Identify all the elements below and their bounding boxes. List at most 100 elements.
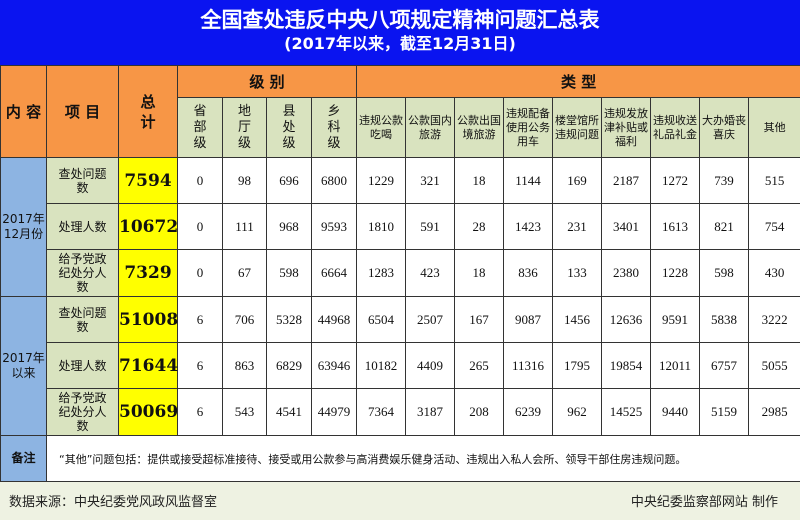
value-cell: 133 bbox=[552, 249, 603, 297]
value-cell: 67 bbox=[222, 249, 267, 297]
header-type: 违规配备使用公务用车 bbox=[503, 97, 554, 158]
value-cell: 0 bbox=[177, 203, 223, 250]
value-cell: 2985 bbox=[748, 388, 800, 436]
value-cell: 2380 bbox=[601, 249, 652, 297]
value-cell: 1272 bbox=[650, 157, 701, 204]
value-cell: 167 bbox=[454, 296, 505, 343]
row-total: 7594 bbox=[118, 157, 178, 204]
value-cell: 12011 bbox=[650, 342, 701, 389]
value-cell: 3187 bbox=[405, 388, 456, 436]
value-cell: 0 bbox=[177, 249, 223, 297]
value-cell: 754 bbox=[748, 203, 800, 250]
row-item: 给予党政纪处分人数 bbox=[46, 249, 119, 297]
value-cell: 962 bbox=[552, 388, 603, 436]
value-cell: 0 bbox=[177, 157, 223, 204]
value-cell: 5055 bbox=[748, 342, 800, 389]
value-cell: 3222 bbox=[748, 296, 800, 343]
value-cell: 208 bbox=[454, 388, 505, 436]
header-content: 内 容 bbox=[0, 65, 47, 158]
value-cell: 598 bbox=[699, 249, 750, 297]
value-cell: 836 bbox=[503, 249, 554, 297]
value-cell: 19854 bbox=[601, 342, 652, 389]
value-cell: 63946 bbox=[310, 342, 358, 389]
table-row: 处理人数 71644 6 863 6829 63946 10182 4409 265 11316 1… bbox=[1, 342, 800, 389]
value-cell: 821 bbox=[699, 203, 750, 250]
value-cell: 543 bbox=[222, 388, 267, 436]
header-level: 省 部 级 bbox=[177, 97, 223, 158]
value-cell: 44968 bbox=[310, 296, 358, 343]
value-cell: 11316 bbox=[503, 342, 554, 389]
value-cell: 515 bbox=[748, 157, 800, 204]
row-item: 处理人数 bbox=[46, 342, 119, 389]
row-item: 给予党政纪处分人数 bbox=[46, 388, 119, 436]
value-cell: 12636 bbox=[601, 296, 652, 343]
value-cell: 14525 bbox=[601, 388, 652, 436]
row-total: 50069 bbox=[118, 388, 178, 436]
summary-table: 内 容 项 目 总 计 级 别 类 型 省 部 级地 厅 级县 处 级乡 科 级… bbox=[0, 65, 800, 482]
value-cell: 4409 bbox=[405, 342, 456, 389]
value-cell: 9087 bbox=[503, 296, 554, 343]
header-level: 地 厅 级 bbox=[222, 97, 267, 158]
value-cell: 10182 bbox=[356, 342, 407, 389]
value-cell: 6829 bbox=[266, 342, 312, 389]
header-type: 公款出国境旅游 bbox=[454, 97, 505, 158]
header-total: 总 计 bbox=[118, 65, 178, 158]
header-level: 乡 科 级 bbox=[310, 97, 358, 158]
value-cell: 6504 bbox=[356, 296, 407, 343]
row-total: 10672 bbox=[118, 203, 178, 250]
value-cell: 598 bbox=[266, 249, 312, 297]
value-cell: 9440 bbox=[650, 388, 701, 436]
value-cell: 111 bbox=[222, 203, 267, 250]
value-cell: 6 bbox=[177, 296, 223, 343]
value-cell: 423 bbox=[405, 249, 456, 297]
value-cell: 1229 bbox=[356, 157, 407, 204]
header-type: 公款国内旅游 bbox=[405, 97, 456, 158]
value-cell: 18 bbox=[454, 157, 505, 204]
row-total: 51008 bbox=[118, 296, 178, 343]
value-cell: 9591 bbox=[650, 296, 701, 343]
table-row: 给予党政纪处分人数 7329 0 67 598 6664 1283 423 18 836 133 23… bbox=[1, 249, 800, 297]
value-cell: 1810 bbox=[356, 203, 407, 250]
value-cell: 706 bbox=[222, 296, 267, 343]
header-type-group: 类 型 bbox=[356, 65, 800, 98]
header-type: 楼堂馆所违规问题 bbox=[552, 97, 603, 158]
data-source: 数据来源：中央纪委党风政风监督室 bbox=[9, 495, 218, 510]
value-cell: 2507 bbox=[405, 296, 456, 343]
value-cell: 18 bbox=[454, 249, 505, 297]
value-cell: 739 bbox=[699, 157, 750, 204]
group-label: 2017年 以来 bbox=[0, 296, 47, 436]
value-cell: 265 bbox=[454, 342, 505, 389]
value-cell: 696 bbox=[266, 157, 312, 204]
value-cell: 7364 bbox=[356, 388, 407, 436]
note-label: 备注 bbox=[0, 435, 47, 482]
credit: 中央纪委监察部网站 制作 bbox=[630, 495, 778, 510]
value-cell: 231 bbox=[552, 203, 603, 250]
header-type: 违规公款吃喝 bbox=[356, 97, 407, 158]
value-cell: 1144 bbox=[503, 157, 554, 204]
table-row: 处理人数 10672 0 111 968 9593 1810 591 28 1423 231 3401… bbox=[1, 203, 800, 250]
value-cell: 321 bbox=[405, 157, 456, 204]
row-total: 7329 bbox=[118, 249, 178, 297]
value-cell: 9593 bbox=[310, 203, 358, 250]
note-text: “其他”问题包括：提供或接受超标准接待、接受或用公款参与高消费娱乐健身活动、违规… bbox=[45, 435, 800, 482]
header-type: 其他 bbox=[748, 97, 800, 158]
value-cell: 1795 bbox=[552, 342, 603, 389]
value-cell: 4541 bbox=[266, 388, 312, 436]
value-cell: 5159 bbox=[699, 388, 750, 436]
value-cell: 3401 bbox=[601, 203, 652, 250]
header-item: 项 目 bbox=[46, 65, 119, 158]
header-level-group: 级 别 bbox=[176, 65, 358, 98]
value-cell: 591 bbox=[405, 203, 456, 250]
table-row: 给予党政纪处分人数 50069 6 543 4541 44979 7364 3187 208 62… bbox=[1, 388, 800, 436]
page-title: 全国查处违反中央八项规定精神问题汇总表 bbox=[200, 8, 600, 32]
value-cell: 6800 bbox=[310, 157, 358, 204]
value-cell: 98 bbox=[222, 157, 267, 204]
group-label: 2017年 12月份 bbox=[0, 157, 47, 297]
table-row: 2017年 12月份 查处问题数 7594 0 98 696 6800 1229 321 18 11… bbox=[0, 157, 800, 297]
header-type: 违规发放津补贴或福利 bbox=[601, 97, 652, 158]
row-item: 处理人数 bbox=[46, 203, 119, 250]
value-cell: 863 bbox=[222, 342, 267, 389]
value-cell: 169 bbox=[552, 157, 603, 204]
header-level: 县 处 级 bbox=[266, 97, 312, 158]
value-cell: 1456 bbox=[552, 296, 603, 343]
